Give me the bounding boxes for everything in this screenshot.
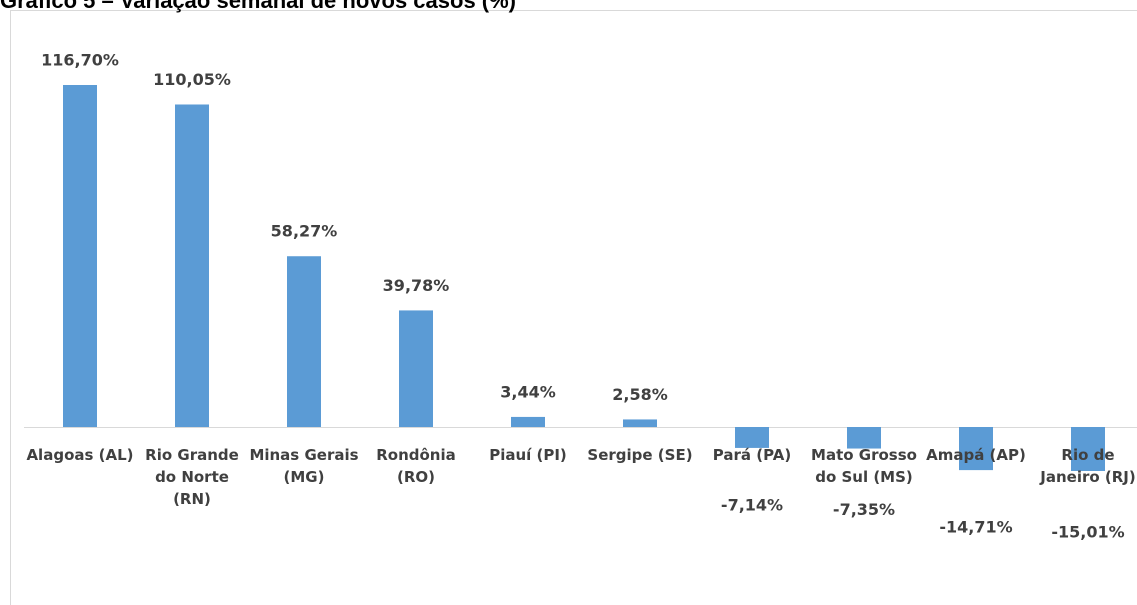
x-tick-label: Piauí (PI) bbox=[489, 446, 567, 464]
bar bbox=[175, 104, 209, 427]
data-label: 3,44% bbox=[500, 382, 556, 401]
data-label: -14,71% bbox=[939, 518, 1012, 537]
bar bbox=[1071, 427, 1105, 471]
x-tick-label: Amapá (AP) bbox=[926, 446, 1026, 464]
x-tick-label: Rondônia (RO) bbox=[376, 446, 456, 486]
bar bbox=[63, 85, 97, 427]
data-label: 116,70% bbox=[41, 51, 119, 70]
bar bbox=[287, 256, 321, 427]
bar bbox=[847, 427, 881, 449]
x-tick-label: Sergipe (SE) bbox=[587, 446, 693, 464]
data-label: -15,01% bbox=[1051, 522, 1124, 541]
x-tick-label: Mato Grosso do Sul (MS) bbox=[811, 446, 917, 486]
data-label: 2,58% bbox=[612, 385, 668, 404]
data-label: -7,35% bbox=[833, 500, 895, 519]
x-tick-label: Alagoas (AL) bbox=[26, 446, 134, 464]
bar bbox=[623, 419, 657, 427]
bar bbox=[511, 416, 545, 427]
bar bbox=[959, 427, 993, 471]
x-tick-label: Rio de Janeiro (RJ) bbox=[1040, 446, 1136, 486]
data-label: 110,05% bbox=[153, 70, 231, 89]
bar bbox=[399, 310, 433, 427]
chart-title: Gráfico 5 – Variação semanal de novos ca… bbox=[0, 0, 517, 13]
data-label: -7,14% bbox=[721, 495, 783, 514]
bar bbox=[735, 427, 769, 448]
x-tick-label: Minas Gerais (MG) bbox=[249, 446, 359, 486]
chart-frame bbox=[10, 10, 1137, 605]
x-tick-label: Pará (PA) bbox=[712, 446, 792, 464]
data-label: 58,27% bbox=[271, 222, 338, 241]
data-label: 39,78% bbox=[383, 276, 450, 295]
x-tick-label: Rio Grande do Norte (RN) bbox=[145, 446, 239, 508]
